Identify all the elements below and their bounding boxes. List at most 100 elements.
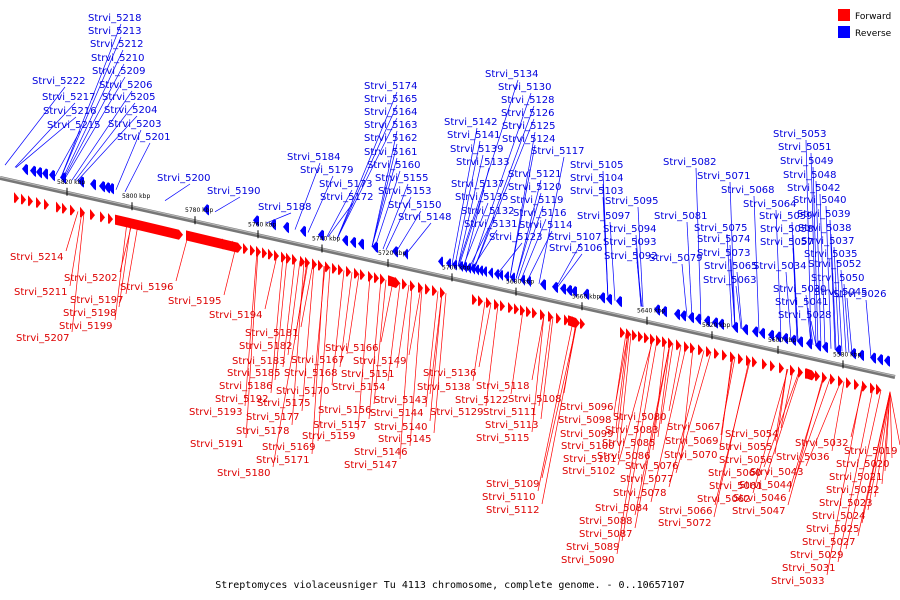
reverse-gene-label: Strvi_5068 (721, 185, 775, 196)
reverse-gene-label: Strvi_5063 (703, 275, 757, 286)
reverse-gene-label: Strvi_5216 (43, 106, 97, 117)
reverse-leader-line (214, 196, 241, 213)
forward-gene-label: Strvi_5021 (829, 472, 883, 483)
forward-leader-line (874, 391, 891, 498)
forward-gene-label: Strvi_5192 (215, 394, 269, 405)
reverse-leader-line (812, 166, 819, 346)
forward-leader-line (387, 282, 401, 382)
reverse-gene-label: Strvi_5204 (104, 105, 158, 116)
forward-gene-label: Strvi_5168 (284, 368, 338, 379)
caption: Streptomyces violaceusniger Tu 4113 chro… (215, 580, 685, 591)
reverse-leader-lines (4, 23, 872, 358)
reverse-gene-label: Strvi_5073 (697, 248, 751, 259)
reverse-gene-label: Strvi_5117 (531, 146, 585, 157)
chromosome-backbone-highlight (0, 176, 896, 377)
forward-gene-label: Strvi_5085 (602, 438, 656, 449)
forward-gene (418, 281, 423, 294)
forward-gene-label: Strvi_5032 (795, 438, 849, 449)
reverse-gene-label: Strvi_5165 (364, 94, 418, 105)
reverse-gene (270, 219, 276, 231)
reverse-leader-line (468, 216, 495, 269)
forward-gene-label: Strvi_5182 (239, 341, 293, 352)
reverse-gene-label: Strvi_5116 (513, 208, 567, 219)
forward-gene (540, 309, 545, 321)
forward-leader-line (650, 346, 687, 503)
reverse-gene-label: Strvi_5222 (32, 76, 86, 87)
forward-gene-label: Strvi_5193 (189, 407, 243, 418)
forward-gene (690, 342, 695, 354)
forward-gene (770, 360, 775, 372)
reverse-leader-line (382, 183, 409, 250)
forward-gene-label: Strvi_5023 (819, 498, 873, 509)
forward-gene (714, 347, 719, 359)
forward-gene (876, 383, 881, 395)
reverse-leader-line (307, 175, 334, 233)
forward-gene-label: Strvi_5077 (620, 474, 674, 485)
forward-gene-label: Strvi_5140 (374, 422, 428, 433)
reverse-gene (372, 241, 378, 254)
forward-leader-line (433, 293, 447, 434)
forward-gene (292, 253, 297, 266)
scale-ticks: 5820 kbp 5800 kbp 5780 kbp 5760 kbp 5740 kbp… (57, 179, 861, 369)
reverse-gene-label: Strvi_5079 (649, 253, 703, 264)
reverse-leader-line (810, 320, 817, 346)
reverse-leader-line (686, 221, 693, 318)
forward-gene-label: Strvi_5177 (246, 412, 300, 423)
reverse-gene (253, 215, 259, 227)
reverse-gene-label: Strvi_5172 (320, 192, 374, 203)
reverse-gene (552, 281, 558, 294)
forward-gene-label: Strvi_5054 (725, 429, 779, 440)
forward-gene-label: Strvi_5147 (344, 460, 398, 471)
reverse-gene (510, 272, 515, 284)
reverse-leader-line (336, 91, 398, 240)
reverse-gene (712, 317, 718, 329)
forward-gene (21, 193, 26, 205)
reverse-gene (599, 292, 605, 304)
scale-tick-label: 5600 kbp (768, 337, 796, 344)
forward-leader-line (270, 256, 284, 394)
reverse-gene (520, 274, 525, 286)
forward-leader-line (660, 343, 674, 425)
forward-leader-line (788, 377, 825, 493)
reverse-gene-label: Strvi_5038 (798, 223, 852, 234)
reverse-leader-line (336, 117, 398, 240)
forward-leader-line (331, 270, 345, 386)
forward-leader-line (752, 369, 789, 494)
forward-gene (56, 201, 61, 213)
forward-gene-label: Strvi_5087 (579, 529, 633, 540)
forward-gene-label: Strvi_5047 (732, 506, 786, 517)
forward-gene-label: Strvi_5138 (417, 382, 471, 393)
reverse-gene (571, 285, 577, 298)
forward-leader-line (668, 345, 682, 412)
reverse-gene-label: Strvi_5041 (775, 297, 829, 308)
forward-gene-label: Strvi_5156 (318, 405, 372, 416)
reverse-gene-label: Strvi_5053 (773, 129, 827, 140)
forward-gene (870, 382, 875, 394)
forward-gene (564, 314, 569, 326)
reverse-gene (822, 341, 828, 354)
reverse-gene-label: Strvi_5174 (364, 81, 418, 92)
forward-gene-label: Strvi_5069 (665, 436, 719, 447)
forward-gene-label: Strvi_5101 (563, 454, 617, 465)
reverse-leader-line (71, 90, 133, 181)
forward-leader-line (346, 273, 360, 355)
forward-leader-line (613, 333, 627, 415)
forward-gene (70, 204, 75, 216)
forward-gene (312, 258, 317, 270)
forward-gene (14, 192, 19, 204)
reverse-leader-line (825, 205, 832, 349)
reverse-gene (782, 332, 788, 345)
reverse-gene (616, 295, 622, 308)
reverse-leader-line (327, 202, 354, 238)
reverse-gene (759, 327, 765, 340)
reverse-leader-line (336, 104, 398, 240)
forward-gene (300, 255, 305, 267)
reverse-gene-label: Strvi_5148 (398, 212, 452, 223)
forward-gene-label: Strvi_5084 (595, 503, 649, 514)
forward-gene (626, 328, 631, 340)
reverse-gene-label: Strvi_5212 (90, 39, 144, 50)
reverse-gene-label: Strvi_5052 (808, 259, 862, 270)
reverse-gene (674, 308, 680, 321)
forward-gene-label: Strvi_5062 (697, 494, 751, 505)
